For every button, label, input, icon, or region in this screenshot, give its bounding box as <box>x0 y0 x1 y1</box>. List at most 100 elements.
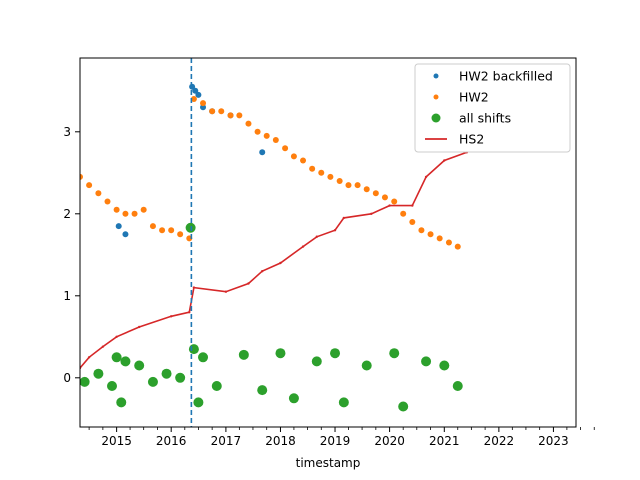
point-hw2-9 <box>159 227 166 234</box>
x-tick-label-2022: 2022 <box>484 434 515 448</box>
point-all-shifts-16 <box>257 385 268 396</box>
point-hw2-38 <box>418 227 425 234</box>
hs2-point-15 <box>342 216 346 220</box>
point-hw2-19 <box>245 120 252 127</box>
x-axis: 2015 2016 2017 2018 2019 2020 2021 2022 2023 <box>88 427 595 448</box>
hs2-point-2 <box>101 345 105 348</box>
point-hw2-10 <box>168 227 175 234</box>
legend-label-hw2-backfilled: HW2 backfilled <box>459 69 553 84</box>
point-hw2-32 <box>363 186 370 193</box>
point-all-shifts-1 <box>93 368 104 379</box>
point-hw2-18 <box>236 112 243 119</box>
point-all-shifts-17 <box>275 348 286 359</box>
point-all-shifts-14 <box>211 381 222 391</box>
x-tick-label-2020: 2020 <box>374 434 405 448</box>
y-tick-label-0: 0 <box>63 371 71 385</box>
point-hw2-11 <box>177 231 184 238</box>
point-all-shifts-25 <box>421 356 432 367</box>
point-hw2-backfilled-2 <box>195 91 202 98</box>
series-hs2 <box>80 151 469 370</box>
hs2-point-14 <box>333 229 337 232</box>
hs2-point-4 <box>137 325 141 329</box>
point-hw2-28 <box>327 173 334 180</box>
point-all-shifts-0 <box>80 376 90 387</box>
point-all-shifts-12 <box>193 397 204 408</box>
point-hw2-14 <box>200 100 207 107</box>
x-tick-label-2016: 2016 <box>156 434 187 448</box>
hs2-point-12 <box>301 245 305 248</box>
legend: HW2 backfilled HW2 all shifts HS2 <box>414 63 571 153</box>
point-hw2-backfilled-1 <box>192 87 199 94</box>
x-axis-label: timestamp <box>296 456 361 470</box>
point-hw2-23 <box>282 145 289 152</box>
point-all-shifts-22 <box>361 360 372 371</box>
point-hw2-37 <box>409 219 416 225</box>
legend-label-hs2: HS2 <box>459 132 484 147</box>
hs2-point-8 <box>224 290 228 293</box>
point-hw2-26 <box>309 165 316 172</box>
point-hw2-4 <box>113 206 120 213</box>
series-all-shifts <box>80 222 463 412</box>
point-hw2-1 <box>86 182 93 189</box>
point-hw2-2 <box>95 190 102 197</box>
point-hw2-5 <box>122 210 129 217</box>
point-hw2-34 <box>381 194 388 201</box>
x-tick-label-2017: 2017 <box>211 434 242 448</box>
plot-content <box>80 58 469 427</box>
x-tick-label-2021: 2021 <box>429 434 460 448</box>
point-all-shifts-6 <box>134 360 145 371</box>
legend-label-all-shifts: all shifts <box>459 111 511 126</box>
point-hw2-16 <box>218 108 225 115</box>
point-hw2-39 <box>427 231 434 238</box>
x-tick-label-2018: 2018 <box>265 434 296 448</box>
hs2-point-6 <box>188 311 191 314</box>
point-hw2-21 <box>263 132 270 139</box>
y-tick-label-3: 3 <box>63 125 71 139</box>
point-all-shifts-20 <box>330 348 341 359</box>
x-tick-label-2015: 2015 <box>101 434 132 448</box>
point-hw2-30 <box>345 182 352 189</box>
point-hw2-20 <box>254 128 261 135</box>
hs2-point-17 <box>388 204 391 207</box>
point-all-shifts-9 <box>175 372 186 383</box>
point-hw2-27 <box>318 169 325 176</box>
legend-marker-hw2 <box>433 94 439 100</box>
point-hw2-24 <box>290 153 297 160</box>
hs2-point-18 <box>411 204 414 207</box>
point-hw2-29 <box>336 178 343 184</box>
point-all-shifts-15 <box>238 349 249 360</box>
y-tick-label-2: 2 <box>63 207 71 221</box>
legend-marker-hw2-backfilled <box>433 73 439 79</box>
x-tick-label-2023: 2023 <box>538 434 569 448</box>
point-all-shifts-27 <box>452 381 463 391</box>
hs2-point-9 <box>247 282 250 285</box>
point-hw2-backfilled-8 <box>259 149 266 156</box>
point-hw2-13 <box>190 96 197 102</box>
hs2-point-1 <box>87 356 91 359</box>
point-all-shifts-8 <box>161 368 172 379</box>
point-hw2-41 <box>445 239 452 246</box>
point-hw2-36 <box>400 210 407 217</box>
hs2-point-16 <box>370 212 373 215</box>
point-all-shifts-26 <box>439 360 450 371</box>
point-hw2-backfilled-7 <box>122 231 129 238</box>
hs2-point-5 <box>169 315 173 318</box>
point-all-shifts-21 <box>338 397 349 408</box>
point-hw2-backfilled-6 <box>115 223 122 230</box>
legend-marker-all-shifts <box>431 113 441 123</box>
hs2-point-3 <box>115 335 118 338</box>
legend-label-hw2: HW2 <box>459 90 489 105</box>
point-all-shifts-7 <box>147 376 158 387</box>
hs2-point-10 <box>261 270 264 273</box>
point-hw2-15 <box>209 108 216 115</box>
point-all-shifts-5 <box>120 356 131 367</box>
plot-frame <box>79 57 577 428</box>
point-hw2-31 <box>354 182 361 189</box>
hs2-line <box>80 151 468 369</box>
point-hw2-22 <box>272 137 279 143</box>
point-all-shifts-23 <box>389 348 400 359</box>
point-hw2-0 <box>80 173 83 180</box>
x-tick-label-2019: 2019 <box>320 434 351 448</box>
point-all-shifts-19 <box>311 356 322 367</box>
point-hw2-33 <box>372 190 379 197</box>
